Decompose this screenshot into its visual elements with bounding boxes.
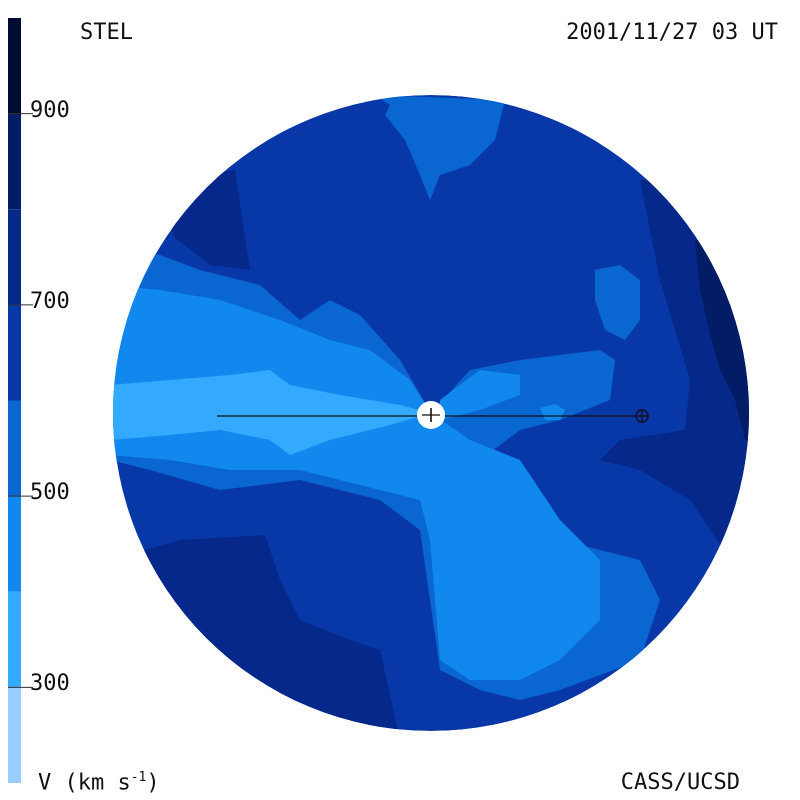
colorbar-tick-label-300: 300: [30, 671, 70, 697]
colorbar-band-800: [8, 113, 21, 210]
source-label: STEL: [80, 20, 133, 45]
unit-base: V (km s: [38, 770, 131, 796]
region-500-northeast-blob: [595, 265, 640, 340]
region-400-east: [440, 370, 520, 420]
unit-close: ): [146, 770, 160, 796]
earth-marker: [635, 409, 649, 423]
colorbar-tick-label-500: 500: [30, 480, 70, 506]
colorbar: [8, 18, 33, 783]
colorbar-band-200: [8, 687, 21, 783]
region-500-north: [375, 95, 505, 200]
colorbar-band-700: [8, 209, 21, 305]
colorbar-band-900: [8, 18, 21, 114]
colorbar-unit-label: V (km s-1): [38, 770, 160, 795]
unit-exponent: -1: [130, 770, 147, 785]
colorbar-band-400: [8, 496, 21, 592]
colorbar-band-500: [8, 400, 21, 497]
credit-label: CASS/UCSD: [620, 770, 740, 795]
colorbar-tick-label-700: 700: [30, 288, 70, 314]
region-300-equator: [113, 370, 431, 455]
sun-marker: [417, 401, 445, 429]
colorbar-band-300: [8, 591, 21, 688]
colorbar-tick-label-900: 900: [30, 97, 70, 123]
region-400-south: [113, 413, 600, 680]
datetime-label: 2001/11/27 03 UT: [566, 20, 778, 45]
colorbar-band-600: [8, 304, 21, 401]
